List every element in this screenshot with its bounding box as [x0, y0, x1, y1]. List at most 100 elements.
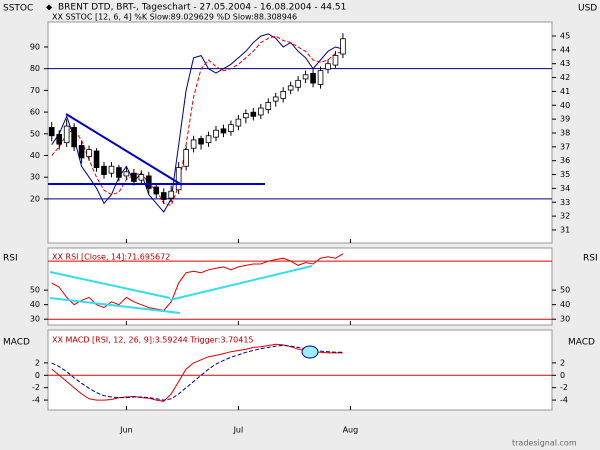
series-line: [51, 253, 344, 312]
candle-body: [123, 171, 130, 177]
y-tick-label: 50: [30, 129, 40, 138]
right-axis-label: RSI: [583, 254, 598, 264]
y-tick-label: 20: [30, 194, 40, 203]
y-tick-label: 40: [30, 151, 40, 160]
y-tick-label: 50: [30, 286, 40, 295]
candle-body: [265, 102, 272, 110]
y2-tick-label: 43: [560, 59, 570, 68]
candle-body: [101, 165, 107, 175]
candle-body: [108, 165, 115, 174]
left-axis-label: SSTOC: [3, 4, 33, 14]
candle-body: [235, 118, 242, 127]
y2-tick-label: 39: [560, 115, 570, 124]
trend-line: [169, 265, 313, 301]
candle-body: [56, 133, 62, 145]
y2-tick-label: 32: [560, 212, 570, 221]
trend-line: [65, 113, 183, 186]
candle-body: [243, 113, 249, 119]
left-axis-label: MACD: [3, 338, 30, 348]
y2-tick-label: 31: [560, 225, 570, 234]
right-axis-label: USD: [578, 4, 597, 14]
candle-body: [183, 149, 189, 167]
candle-body: [295, 79, 301, 88]
candle-body: [228, 124, 234, 132]
candle-body: [310, 73, 316, 84]
y2-tick-label: 50: [560, 286, 570, 295]
legend: XX MACD [RSI, 12, 26, 9]:3.59244 Trigger…: [52, 336, 254, 345]
y2-tick-label: 37: [560, 142, 570, 151]
x-tick-label: Jun: [119, 426, 133, 435]
trend-line: [49, 271, 171, 299]
candle-body: [280, 91, 286, 99]
x-tick-label: Jul: [233, 426, 244, 435]
candle-body: [116, 167, 122, 178]
price-panel: [47, 21, 553, 244]
candle-body: [287, 85, 294, 91]
candle-body: [131, 172, 137, 182]
y-tick-label: -4: [32, 396, 40, 405]
candle-body: [86, 149, 92, 157]
y2-tick-label: 44: [560, 45, 570, 54]
candle-body: [205, 135, 212, 144]
y-tick-label: 60: [30, 108, 40, 117]
title-icon: ◆: [46, 3, 53, 12]
right-axis-label: MACD: [568, 338, 595, 348]
candle-body: [145, 175, 152, 189]
candle-body: [71, 127, 77, 148]
y-tick-label: 0: [35, 371, 40, 380]
candle-body: [153, 186, 160, 195]
candle-body: [257, 107, 264, 116]
candle-body: [213, 129, 219, 138]
candle-body: [78, 145, 85, 159]
y2-tick-label: 38: [560, 128, 570, 137]
y-tick-label: 30: [30, 315, 40, 324]
candle-body: [302, 74, 309, 80]
y2-tick-label: 41: [560, 87, 570, 96]
y2-tick-label: 40: [560, 101, 570, 110]
candle-body: [93, 150, 100, 169]
candle-body: [272, 96, 279, 102]
candle-body: [160, 192, 167, 200]
y-tick-label: 70: [30, 86, 40, 95]
candle-body: [168, 190, 175, 199]
y-tick-label: -2: [32, 383, 40, 392]
candle-body: [190, 139, 197, 149]
candle-body: [175, 167, 182, 191]
candle-body: [198, 138, 204, 145]
candle-body: [332, 54, 339, 66]
y-tick-label: 80: [30, 64, 40, 73]
y2-tick-label: -2: [560, 383, 568, 392]
series-line: [51, 33, 344, 213]
highlight: [301, 345, 319, 359]
series-line: [51, 35, 344, 207]
y-tick-label: 2: [35, 358, 40, 367]
y-tick-label: 30: [30, 173, 40, 182]
candle-body: [63, 125, 70, 144]
candle-body: [138, 174, 145, 181]
y-tick-label: 40: [30, 300, 40, 309]
annotations: [48, 113, 319, 359]
y2-tick-label: 0: [560, 371, 565, 380]
y2-tick-label: 42: [560, 73, 570, 82]
chart-title: BRENT DTD, BRT-, Tageschart - 27.05.2004…: [58, 3, 346, 13]
y2-tick-label: 2: [560, 358, 565, 367]
y-tick-label: 90: [30, 42, 40, 51]
candle-body: [48, 127, 55, 137]
y2-tick-label: 35: [560, 170, 570, 179]
candle-body: [325, 63, 331, 70]
candle-body: [317, 70, 324, 85]
legend: XX RSI [Close, 14]:71.695672: [52, 253, 170, 262]
y2-tick-label: 36: [560, 156, 570, 165]
legend: XX SSTOC [12, 6, 4] %K Slow:89.029629 %D…: [52, 13, 297, 22]
candle-body: [220, 128, 227, 134]
y2-tick-label: 33: [560, 198, 570, 207]
trend-line: [49, 297, 181, 314]
y2-tick-label: 34: [560, 184, 570, 193]
y2-tick-label: 40: [560, 300, 570, 309]
x-tick-label: Aug: [343, 426, 359, 435]
y2-tick-label: 45: [560, 31, 570, 40]
series-line: [51, 343, 343, 402]
y2-tick-label: -4: [560, 396, 568, 405]
watermark: tradesignal.com: [512, 439, 577, 448]
